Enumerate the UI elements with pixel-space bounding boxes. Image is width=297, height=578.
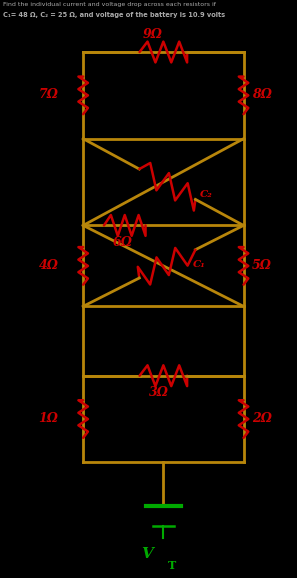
Text: C₁= 48 Ω, C₂ = 25 Ω, and voltage of the battery is 10.9 volts: C₁= 48 Ω, C₂ = 25 Ω, and voltage of the … [3,12,225,17]
Text: 6Ω: 6Ω [113,236,133,249]
Text: T: T [168,560,176,571]
Text: 5Ω: 5Ω [252,259,272,272]
Text: Find the individual current and voltage drop across each resistors if: Find the individual current and voltage … [3,2,216,7]
Text: V: V [141,547,153,561]
Text: 9Ω: 9Ω [143,28,162,40]
Text: 3Ω: 3Ω [148,386,168,399]
Text: 7Ω: 7Ω [39,88,59,101]
Text: C₂: C₂ [200,190,213,198]
Text: 1Ω: 1Ω [39,412,59,425]
Text: 8Ω: 8Ω [252,88,272,101]
Text: 2Ω: 2Ω [252,412,272,425]
Text: 4Ω: 4Ω [39,259,59,272]
Text: C₁: C₁ [192,260,205,269]
